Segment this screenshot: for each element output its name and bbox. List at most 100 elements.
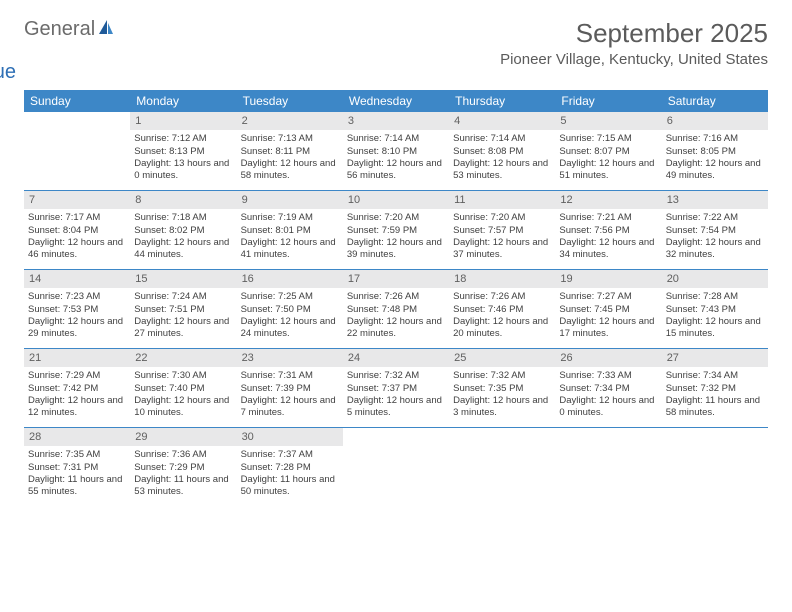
- sunset-text: Sunset: 7:29 PM: [134, 462, 232, 474]
- daylight-text: Daylight: 12 hours and 22 minutes.: [347, 316, 445, 341]
- calendar-cell: [662, 428, 768, 506]
- daylight-text: Daylight: 12 hours and 24 minutes.: [241, 316, 339, 341]
- sunrise-text: Sunrise: 7:36 AM: [134, 449, 232, 461]
- daylight-text: Daylight: 12 hours and 0 minutes.: [559, 395, 657, 420]
- sunrise-text: Sunrise: 7:21 AM: [559, 212, 657, 224]
- sunset-text: Sunset: 7:40 PM: [134, 383, 232, 395]
- day-number: 17: [343, 270, 449, 288]
- sunset-text: Sunset: 8:13 PM: [134, 146, 232, 158]
- daylight-text: Daylight: 12 hours and 56 minutes.: [347, 158, 445, 183]
- sunset-text: Sunset: 7:34 PM: [559, 383, 657, 395]
- sunrise-text: Sunrise: 7:31 AM: [241, 370, 339, 382]
- calendar-cell: 8Sunrise: 7:18 AMSunset: 8:02 PMDaylight…: [130, 191, 236, 269]
- calendar-cell: 3Sunrise: 7:14 AMSunset: 8:10 PMDaylight…: [343, 112, 449, 190]
- daylight-text: Daylight: 12 hours and 51 minutes.: [559, 158, 657, 183]
- sunset-text: Sunset: 7:57 PM: [453, 225, 551, 237]
- day-number: 27: [662, 349, 768, 367]
- sunrise-text: Sunrise: 7:30 AM: [134, 370, 232, 382]
- daylight-text: Daylight: 12 hours and 27 minutes.: [134, 316, 232, 341]
- daylight-text: Daylight: 12 hours and 17 minutes.: [559, 316, 657, 341]
- sunset-text: Sunset: 7:28 PM: [241, 462, 339, 474]
- daylight-text: Daylight: 12 hours and 20 minutes.: [453, 316, 551, 341]
- sunset-text: Sunset: 7:56 PM: [559, 225, 657, 237]
- day-number: 30: [237, 428, 343, 446]
- calendar-cell: 17Sunrise: 7:26 AMSunset: 7:48 PMDayligh…: [343, 270, 449, 348]
- day-number: 14: [24, 270, 130, 288]
- daylight-text: Daylight: 12 hours and 10 minutes.: [134, 395, 232, 420]
- calendar-cell: 21Sunrise: 7:29 AMSunset: 7:42 PMDayligh…: [24, 349, 130, 427]
- day-number: 13: [662, 191, 768, 209]
- weeks-container: 1Sunrise: 7:12 AMSunset: 8:13 PMDaylight…: [24, 112, 768, 506]
- day-number: 10: [343, 191, 449, 209]
- calendar-cell: [343, 428, 449, 506]
- day-number: 16: [237, 270, 343, 288]
- sunrise-text: Sunrise: 7:20 AM: [453, 212, 551, 224]
- sunset-text: Sunset: 7:54 PM: [666, 225, 764, 237]
- calendar-cell: 12Sunrise: 7:21 AMSunset: 7:56 PMDayligh…: [555, 191, 661, 269]
- sunrise-text: Sunrise: 7:19 AM: [241, 212, 339, 224]
- daylight-text: Daylight: 12 hours and 49 minutes.: [666, 158, 764, 183]
- sunset-text: Sunset: 8:07 PM: [559, 146, 657, 158]
- day-number: 2: [237, 112, 343, 130]
- sunset-text: Sunset: 7:48 PM: [347, 304, 445, 316]
- daylight-text: Daylight: 12 hours and 3 minutes.: [453, 395, 551, 420]
- day-header-cell: Thursday: [449, 90, 555, 112]
- daylight-text: Daylight: 12 hours and 46 minutes.: [28, 237, 126, 262]
- sunrise-text: Sunrise: 7:17 AM: [28, 212, 126, 224]
- day-number: 3: [343, 112, 449, 130]
- logo-text-blue: Blue: [0, 61, 16, 84]
- sunset-text: Sunset: 8:08 PM: [453, 146, 551, 158]
- calendar-cell: 13Sunrise: 7:22 AMSunset: 7:54 PMDayligh…: [662, 191, 768, 269]
- day-number: 11: [449, 191, 555, 209]
- sunset-text: Sunset: 7:51 PM: [134, 304, 232, 316]
- sunrise-text: Sunrise: 7:24 AM: [134, 291, 232, 303]
- daylight-text: Daylight: 11 hours and 58 minutes.: [666, 395, 764, 420]
- sunrise-text: Sunrise: 7:33 AM: [559, 370, 657, 382]
- day-number: 9: [237, 191, 343, 209]
- header: General Blue September 2025 Pioneer Vill…: [24, 18, 768, 84]
- calendar-cell: [555, 428, 661, 506]
- day-number: 1: [130, 112, 236, 130]
- calendar-cell: 1Sunrise: 7:12 AMSunset: 8:13 PMDaylight…: [130, 112, 236, 190]
- calendar-cell: 24Sunrise: 7:32 AMSunset: 7:37 PMDayligh…: [343, 349, 449, 427]
- sunrise-text: Sunrise: 7:29 AM: [28, 370, 126, 382]
- sunset-text: Sunset: 7:39 PM: [241, 383, 339, 395]
- calendar-cell: 2Sunrise: 7:13 AMSunset: 8:11 PMDaylight…: [237, 112, 343, 190]
- daylight-text: Daylight: 12 hours and 37 minutes.: [453, 237, 551, 262]
- day-number: 23: [237, 349, 343, 367]
- sunrise-text: Sunrise: 7:15 AM: [559, 133, 657, 145]
- sunset-text: Sunset: 7:45 PM: [559, 304, 657, 316]
- week-row: 14Sunrise: 7:23 AMSunset: 7:53 PMDayligh…: [24, 270, 768, 349]
- sunset-text: Sunset: 8:04 PM: [28, 225, 126, 237]
- sunset-text: Sunset: 8:02 PM: [134, 225, 232, 237]
- month-title: September 2025: [500, 18, 768, 49]
- daylight-text: Daylight: 12 hours and 53 minutes.: [453, 158, 551, 183]
- calendar-cell: 7Sunrise: 7:17 AMSunset: 8:04 PMDaylight…: [24, 191, 130, 269]
- day-number: 24: [343, 349, 449, 367]
- sunset-text: Sunset: 7:53 PM: [28, 304, 126, 316]
- logo: General Blue: [24, 18, 115, 84]
- daylight-text: Daylight: 12 hours and 41 minutes.: [241, 237, 339, 262]
- sunset-text: Sunset: 8:11 PM: [241, 146, 339, 158]
- calendar-cell: 29Sunrise: 7:36 AMSunset: 7:29 PMDayligh…: [130, 428, 236, 506]
- calendar-cell: [449, 428, 555, 506]
- week-row: 21Sunrise: 7:29 AMSunset: 7:42 PMDayligh…: [24, 349, 768, 428]
- sunrise-text: Sunrise: 7:18 AM: [134, 212, 232, 224]
- calendar-cell: 5Sunrise: 7:15 AMSunset: 8:07 PMDaylight…: [555, 112, 661, 190]
- sunset-text: Sunset: 7:35 PM: [453, 383, 551, 395]
- sunrise-text: Sunrise: 7:37 AM: [241, 449, 339, 461]
- day-number: 29: [130, 428, 236, 446]
- sunrise-text: Sunrise: 7:25 AM: [241, 291, 339, 303]
- daylight-text: Daylight: 12 hours and 39 minutes.: [347, 237, 445, 262]
- daylight-text: Daylight: 12 hours and 34 minutes.: [559, 237, 657, 262]
- day-number: 4: [449, 112, 555, 130]
- day-number: 21: [24, 349, 130, 367]
- sunrise-text: Sunrise: 7:20 AM: [347, 212, 445, 224]
- day-number: 8: [130, 191, 236, 209]
- calendar-cell: 14Sunrise: 7:23 AMSunset: 7:53 PMDayligh…: [24, 270, 130, 348]
- day-number: 6: [662, 112, 768, 130]
- sunset-text: Sunset: 7:50 PM: [241, 304, 339, 316]
- day-number: 19: [555, 270, 661, 288]
- sunset-text: Sunset: 7:32 PM: [666, 383, 764, 395]
- sunrise-text: Sunrise: 7:32 AM: [347, 370, 445, 382]
